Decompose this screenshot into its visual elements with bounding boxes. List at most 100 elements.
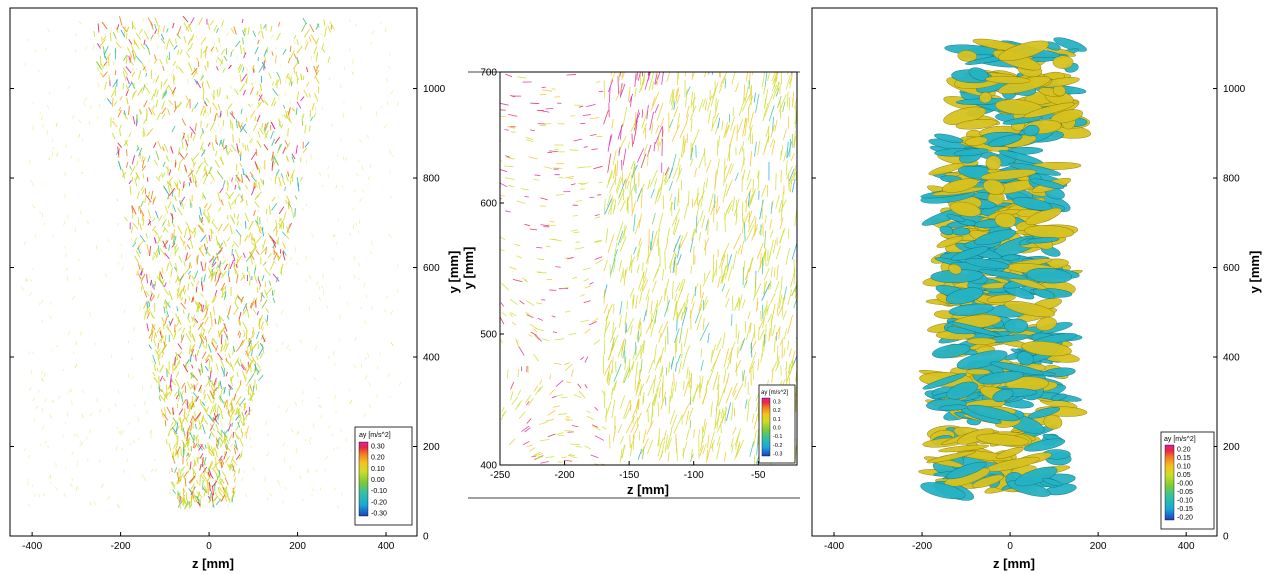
vector-arrow — [225, 369, 229, 373]
vector-arrow — [749, 127, 752, 145]
vector-arrow — [601, 426, 607, 430]
vector-arrow — [138, 240, 145, 247]
vector-arrow — [226, 182, 229, 191]
vector-arrow — [71, 295, 76, 300]
isosurface-negative — [945, 287, 984, 305]
vector-arrow — [742, 118, 747, 137]
vector-arrow — [173, 105, 178, 113]
vector-arrow — [122, 67, 129, 76]
vector-arrow — [207, 142, 211, 147]
vector-arrow — [187, 270, 192, 275]
vector-arrow — [228, 409, 230, 416]
vector-arrow — [160, 334, 163, 339]
vector-arrow — [195, 286, 198, 292]
vector-arrow — [516, 340, 520, 349]
vector-arrow — [631, 361, 635, 371]
vector-arrow — [236, 143, 239, 153]
vector-arrow — [313, 55, 315, 58]
vector-arrow — [731, 444, 734, 453]
vector-arrow — [172, 22, 175, 29]
vector-arrow — [278, 217, 282, 223]
vector-arrow — [261, 344, 265, 354]
vector-arrow — [203, 165, 206, 172]
vector-arrow — [163, 393, 167, 401]
vector-arrow — [152, 78, 156, 84]
vector-arrow — [751, 72, 753, 73]
isosurface-negative — [977, 371, 1024, 385]
vector-arrow — [100, 484, 104, 488]
vector-arrow — [71, 400, 73, 405]
vector-arrow — [161, 279, 164, 284]
vector-arrow — [68, 86, 70, 90]
vector-arrow — [155, 176, 160, 182]
vector-arrow — [98, 459, 101, 463]
vector-arrow — [200, 363, 204, 373]
vector-arrow — [737, 330, 740, 344]
vector-arrow — [153, 332, 156, 339]
vector-arrow — [661, 171, 665, 184]
vector-arrow — [261, 327, 264, 332]
vector-arrow — [164, 252, 170, 260]
vector-arrow — [504, 165, 514, 168]
vector-arrow — [160, 239, 164, 243]
vector-arrow — [156, 326, 161, 334]
vector-arrow — [235, 414, 240, 421]
vector-arrow — [176, 446, 181, 455]
vector-arrow — [539, 379, 543, 385]
vector-arrow — [116, 503, 120, 508]
vector-arrow — [143, 30, 150, 40]
vector-arrow — [202, 194, 207, 200]
vector-arrow — [658, 387, 661, 398]
vector-arrow — [554, 338, 565, 341]
vector-arrow — [606, 193, 612, 207]
vector-arrow — [200, 220, 205, 226]
vector-arrow — [256, 140, 262, 148]
vector-arrow — [219, 140, 224, 146]
vector-arrow — [212, 480, 218, 488]
vector-arrow — [516, 200, 526, 204]
vector-arrow — [630, 96, 633, 107]
vector-arrow — [551, 88, 556, 90]
legend-tick-label: -0.3 — [773, 452, 782, 458]
vector-arrow — [310, 153, 313, 159]
vector-arrow — [669, 201, 674, 211]
vector-arrow — [744, 222, 746, 242]
vector-arrow — [271, 196, 276, 202]
vector-arrow — [526, 314, 534, 319]
vector-arrow — [388, 65, 390, 69]
center-legend-title: ay [m/s^2] — [761, 390, 788, 396]
vector-arrow — [565, 310, 571, 313]
vector-arrow — [325, 455, 329, 460]
vector-arrow — [682, 441, 688, 456]
vector-arrow — [176, 286, 181, 292]
vector-arrow — [771, 72, 776, 82]
vector-arrow — [636, 264, 640, 274]
vector-arrow — [222, 260, 226, 265]
vector-arrow — [295, 74, 300, 81]
vector-arrow — [76, 464, 79, 468]
vector-arrow — [205, 485, 208, 489]
vector-arrow — [698, 304, 703, 314]
vector-arrow — [224, 354, 227, 357]
vector-arrow — [239, 44, 243, 55]
vector-arrow — [182, 15, 189, 23]
vector-arrow — [536, 246, 543, 249]
vector-arrow — [162, 240, 167, 250]
vector-arrow — [293, 40, 296, 45]
vector-arrow — [547, 410, 556, 416]
vector-arrow — [673, 416, 682, 434]
vector-arrow — [292, 79, 294, 83]
vector-arrow — [220, 343, 224, 353]
vector-arrow — [648, 72, 655, 92]
vector-arrow — [129, 442, 132, 446]
vector-arrow — [178, 255, 183, 263]
vector-arrow — [194, 179, 198, 183]
vector-arrow — [176, 306, 179, 312]
vector-arrow — [710, 360, 717, 373]
vector-arrow — [266, 46, 269, 54]
vector-arrow — [265, 246, 267, 255]
vector-arrow — [219, 380, 222, 389]
vector-arrow — [749, 72, 751, 86]
vector-arrow — [652, 81, 654, 91]
